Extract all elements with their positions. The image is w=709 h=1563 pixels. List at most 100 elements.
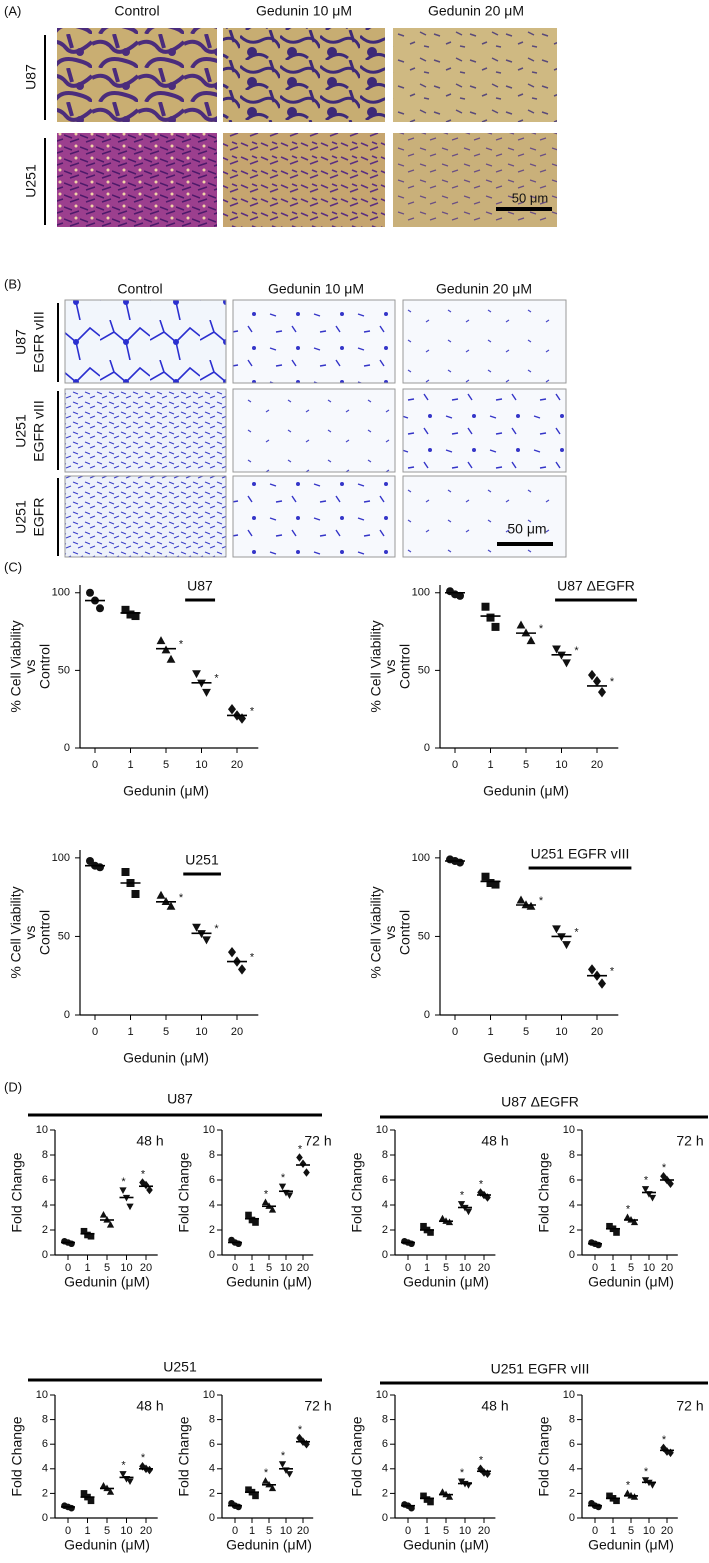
- data-point: [119, 1471, 127, 1478]
- data-point: [552, 645, 561, 654]
- y-axis-label: % Cell Viability: [368, 886, 384, 978]
- y-tick-label: 0: [64, 742, 70, 754]
- data-point: [562, 659, 571, 668]
- x-tick-label: 10: [555, 1026, 567, 1038]
- data-point: [121, 605, 130, 614]
- x-tick-label: 10: [459, 1525, 471, 1537]
- significance: *: [281, 1172, 286, 1184]
- x-axis-label: Gedunin (μM): [403, 1274, 489, 1290]
- x-tick-label: 1: [487, 1026, 493, 1038]
- row-label: U251: [23, 164, 39, 198]
- y-axis-label: Fold Change: [176, 1416, 192, 1496]
- x-tick-label: 10: [195, 759, 207, 771]
- significance: *: [610, 676, 615, 688]
- data-point: [457, 1201, 466, 1208]
- y-tick-label: 6: [209, 1174, 215, 1186]
- data-point: [87, 1232, 95, 1240]
- data-point: [420, 1222, 427, 1230]
- group-title: U251 EGFR vIII: [491, 1361, 590, 1377]
- x-tick-label: 0: [405, 1525, 411, 1537]
- significance: *: [610, 966, 615, 978]
- x-axis-label: Gedunin (μM): [483, 1050, 569, 1066]
- data-point: [299, 1159, 307, 1169]
- chart-title: U251: [185, 852, 219, 868]
- significance: *: [662, 1162, 667, 1174]
- data-point: [80, 1490, 88, 1497]
- micrograph: [64, 299, 227, 384]
- data-point: [99, 1211, 108, 1218]
- data-point: [420, 1492, 427, 1500]
- significance: *: [250, 705, 255, 717]
- annotation: 48 h: [481, 1133, 508, 1149]
- x-tick-label: 1: [249, 1262, 255, 1274]
- y-tick-label: 6: [209, 1438, 215, 1450]
- data-point: [68, 1240, 75, 1248]
- x-tick-label: 1: [610, 1525, 616, 1537]
- y-tick-label: 8: [382, 1414, 388, 1426]
- x-tick-label: 5: [163, 1026, 169, 1038]
- column-header: Gedunin 20 μM: [436, 281, 532, 297]
- data-point: [261, 1477, 270, 1484]
- data-point: [491, 622, 500, 631]
- annotation: 72 h: [304, 1398, 331, 1414]
- data-point: [228, 703, 236, 715]
- annotation: 48 h: [136, 1398, 163, 1414]
- y-axis-label: Fold Change: [176, 1152, 192, 1232]
- data-point: [641, 1186, 650, 1193]
- micrograph: [232, 388, 396, 473]
- scale-bar-label: 50 μm: [512, 190, 548, 205]
- y-tick-label: 100: [52, 852, 70, 864]
- x-tick-label: 20: [297, 1262, 309, 1274]
- x-tick-label: 0: [452, 1026, 458, 1038]
- significance: *: [479, 1178, 484, 1190]
- data-point: [641, 1477, 650, 1484]
- data-point: [486, 879, 495, 887]
- chart-title: U251 EGFR vIII: [531, 846, 630, 862]
- data-point: [445, 1493, 454, 1500]
- data-point: [481, 872, 490, 881]
- x-axis-label: Gedunin (μM): [588, 1274, 674, 1290]
- x-tick-label: 0: [452, 759, 458, 771]
- micrograph: [393, 133, 557, 227]
- y-axis-label: Fold Change: [9, 1152, 25, 1232]
- data-point: [516, 895, 526, 904]
- y-tick-label: 0: [424, 742, 430, 754]
- x-tick-label: 10: [280, 1262, 292, 1274]
- y-tick-label: 2: [382, 1224, 388, 1236]
- data-point: [303, 1168, 310, 1177]
- y-tick-label: 10: [376, 1124, 388, 1136]
- x-tick-label: 5: [104, 1262, 110, 1274]
- data-point: [268, 1206, 277, 1213]
- x-tick-label: 5: [443, 1525, 449, 1537]
- micrograph: [223, 133, 385, 227]
- row-label: U251: [13, 414, 29, 448]
- column-header: Control: [117, 281, 162, 297]
- data-point: [96, 604, 104, 613]
- row-label: EGFR: [31, 498, 47, 537]
- data-point: [126, 610, 135, 619]
- significance: *: [281, 1450, 286, 1462]
- data-point: [126, 1203, 134, 1211]
- y-axis-label: vs: [382, 926, 398, 940]
- x-tick-label: 10: [120, 1525, 132, 1537]
- data-point: [486, 613, 495, 622]
- y-axis-label: Control: [397, 910, 413, 955]
- x-tick-label: 10: [120, 1262, 132, 1274]
- x-axis-label: Gedunin (μM): [588, 1537, 674, 1553]
- significance: *: [644, 1175, 649, 1187]
- micrograph: [64, 475, 227, 558]
- x-tick-label: 0: [65, 1262, 71, 1274]
- y-axis-label: Fold Change: [9, 1416, 25, 1496]
- row-label: EGFR vIII: [31, 311, 47, 372]
- data-point: [623, 1213, 632, 1221]
- significance: *: [574, 645, 579, 657]
- x-tick-label: 1: [424, 1525, 430, 1537]
- data-point: [245, 1211, 252, 1219]
- data-point: [667, 1179, 674, 1189]
- x-tick-label: 5: [266, 1525, 272, 1537]
- x-tick-label: 20: [478, 1525, 490, 1537]
- data-point: [648, 1194, 657, 1202]
- group-title: U87 ΔEGFR: [501, 1094, 579, 1110]
- group-title: U87: [167, 1091, 193, 1107]
